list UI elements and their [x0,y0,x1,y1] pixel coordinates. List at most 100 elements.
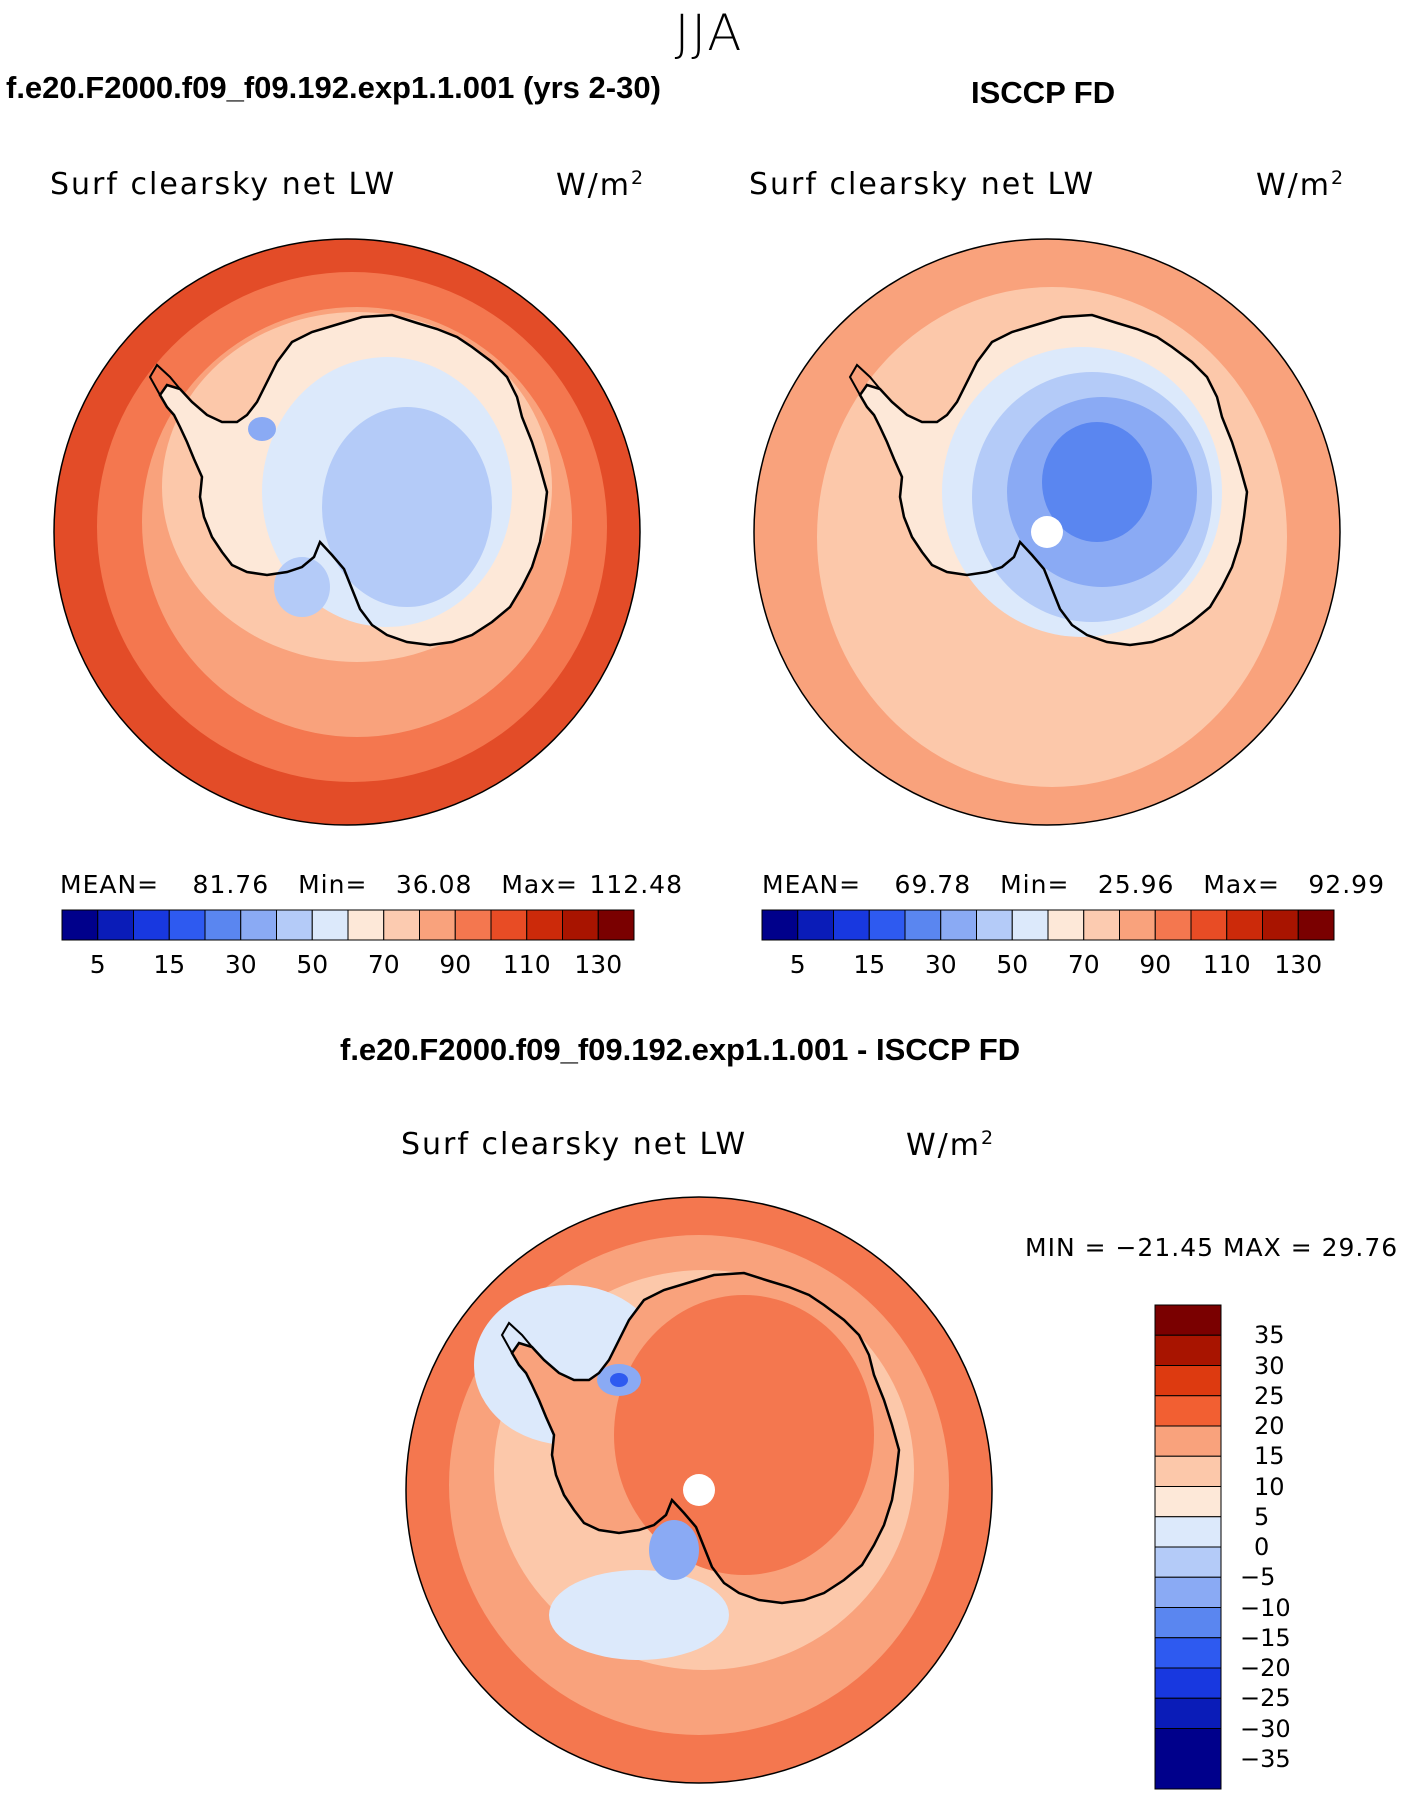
colorbar-tick-label: 15 [153,950,186,979]
colorbar-tick-label: 15 [853,950,886,979]
colorbar-swatch [761,909,799,941]
colorbar-swatch [204,909,242,941]
ross-cool [549,1570,729,1660]
colorbar-swatch [1154,1728,1222,1790]
colorbar-swatch [454,909,492,941]
colorbar-swatch [1083,909,1120,941]
colorbar-swatch [976,909,1013,941]
pole-mask [683,1474,715,1506]
plateau-deeper [1042,422,1152,542]
coastline [510,1271,901,1605]
colorbar-swatch [1154,1546,1222,1578]
colorbar-tick-label: −15 [1240,1623,1291,1652]
colorbar-swatch [1154,1576,1222,1608]
colorbar-swatch [1154,1516,1222,1548]
colorbar-swatch [168,909,206,941]
colorbar-tick-label: 5 [789,950,806,979]
colorbar-swatch [1154,1667,1222,1699]
map-border [753,238,1341,826]
panel-1-title: f.e20.F2000.f09_f09.192.exp1.1.001 (yrs … [6,70,661,105]
colorbar-tick-label: 30 [224,950,257,979]
colorbar-swatch [562,909,599,941]
colorbar-swatch [1226,909,1263,941]
panel-3-map [405,1196,993,1784]
colorbar-tick-label: 35 [1254,1321,1285,1350]
colorbar-tick-label: −5 [1240,1563,1276,1592]
coastline-peninsula [500,1321,533,1354]
panel-1-stats: MEAN= 81.76 Min= 36.08 Max= 112.48 [60,870,683,899]
colorbar-tick-label: 0 [1254,1533,1270,1561]
panel-2-stats: MEAN= 69.78 Min= 25.96 Max= 92.99 [762,870,1385,899]
panel-2-units-label: W/m2 [1256,167,1346,203]
colorbar-swatch [490,909,528,941]
panel-2-variable-label: Surf clearsky net LW [749,167,1096,202]
colorbar-tick-label: 25 [1254,1381,1285,1410]
colorbar-swatch [526,909,563,941]
colorbar-swatch [1154,1395,1222,1427]
colorbar-swatch [1154,1425,1222,1457]
colorbar-tick-label: 20 [1254,1412,1285,1440]
colorbar-swatch [833,909,870,941]
colorbar-tick-label: 90 [1139,950,1172,979]
colorbar-tick-label: 70 [1067,950,1100,979]
colorbar-swatch [1154,1334,1222,1366]
panel-1-units-label: W/m2 [556,167,646,203]
colorbar-tick-label: −20 [1240,1654,1291,1682]
colorbar-swatch [868,909,906,941]
colorbar-tick-label: 130 [1274,950,1323,979]
colorbar-swatch [1154,909,1192,941]
weddell-min [610,1373,628,1387]
panel-2-title: ISCCP FD [971,75,1116,110]
plateau-mid [322,407,492,607]
colorbar-swatch [1154,1637,1222,1669]
colorbar-tick-label: 5 [89,950,106,979]
colorbar-swatch [347,909,385,941]
colorbar-swatch [940,909,977,941]
colorbar-tick-label: 110 [1202,950,1251,979]
colorbar-swatch [1154,1304,1222,1336]
colorbar-tick-label: 30 [924,950,957,979]
colorbar-tick-label: 5 [1254,1502,1270,1531]
colorbar-tick-label: 50 [996,950,1029,979]
colorbar-tick-label: −30 [1240,1714,1291,1743]
colorbar-swatch [1154,1365,1222,1397]
colorbar-tick-label: 15 [1254,1442,1285,1471]
panel-1-variable-label: Surf clearsky net LW [50,167,397,202]
map-field [54,239,640,825]
season-title: JJA [674,4,744,62]
coastline [158,313,549,647]
panel-1-colorbar [61,909,635,941]
colorbar-swatch [1154,1607,1222,1639]
plateau-warm [614,1295,874,1575]
weddell-low [248,417,276,441]
colorbar-swatch [1190,909,1228,941]
colorbar-swatch [1154,1455,1222,1487]
ross-low [649,1520,699,1580]
colorbar-swatch [383,909,420,941]
panel-3-colorbar-ticks: 35 30 25 20 15 10 5 0 −5 −10 −15 −20 −25 −30 −35 [1240,1305,1320,1789]
pole-mask [1031,516,1063,548]
colorbar-swatch [597,909,635,941]
coastline-peninsula [848,363,881,396]
panel-1-map [53,238,641,826]
panel-2-map [753,238,1341,826]
colorbar-swatch [97,909,134,941]
colorbar-tick-label: 70 [367,950,400,979]
colorbar-tick-label: −25 [1240,1684,1291,1713]
panel-3-colorbar [1154,1304,1222,1790]
coastline [858,313,1249,647]
colorbar-swatch [419,909,456,941]
colorbar-tick-label: 50 [296,950,329,979]
panel-3-units-label: W/m2 [906,1127,996,1163]
colorbar-tick-label: 90 [439,950,472,979]
colorbar-swatch [1154,1697,1222,1729]
colorbar-swatch [240,909,277,941]
panel-3-title: f.e20.F2000.f09_f09.192.exp1.1.001 - ISC… [340,1032,1021,1067]
coastline-peninsula [148,363,181,396]
colorbar-swatch [1047,909,1085,941]
panel-1-colorbar-ticks: 5 15 30 50 70 90 110 130 [62,950,634,980]
colorbar-swatch [276,909,313,941]
colorbar-swatch [61,909,99,941]
colorbar-swatch [311,909,349,941]
colorbar-tick-label: −35 [1240,1744,1291,1773]
